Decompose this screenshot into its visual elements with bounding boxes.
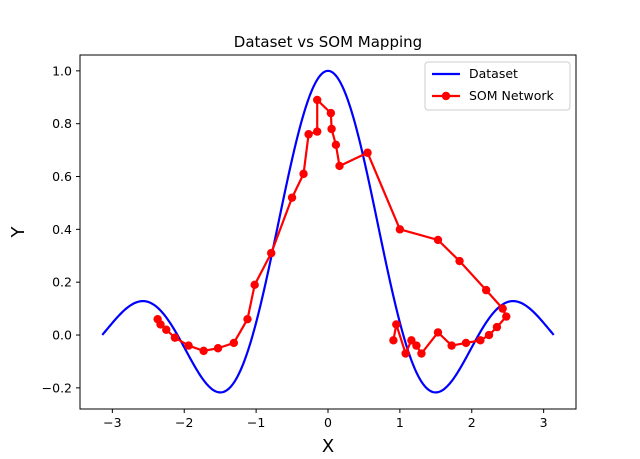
- som-point: [313, 95, 322, 105]
- x-tick-label: −1: [247, 415, 265, 430]
- som-point: [492, 322, 502, 332]
- som-point: [213, 344, 223, 353]
- legend-box: [424, 61, 571, 111]
- som-point: [461, 338, 471, 348]
- y-tick-label: 0.4: [52, 222, 72, 237]
- som-point: [395, 225, 405, 234]
- som-point: [401, 349, 410, 358]
- chart-title: Dataset vs SOM Mapping: [234, 33, 422, 51]
- legend-som-marker: [441, 91, 451, 101]
- y-tick-label: 1.0: [52, 63, 72, 78]
- x-tick-label: 1: [396, 415, 404, 430]
- som-point: [484, 330, 494, 340]
- som-point: [243, 314, 252, 324]
- som-point: [412, 341, 421, 350]
- som-point: [299, 169, 308, 179]
- som-point: [481, 285, 491, 295]
- som-point: [156, 320, 165, 329]
- som-point: [389, 336, 398, 345]
- som-point: [162, 325, 171, 334]
- y-tick-label: 0.6: [52, 169, 72, 184]
- som-point: [335, 161, 344, 171]
- som-point: [304, 130, 313, 139]
- som-point: [417, 349, 426, 358]
- y-tick-label: 0.2: [52, 275, 72, 290]
- x-tick-label: 0: [324, 415, 332, 430]
- som-point: [313, 127, 322, 136]
- legend-som-label: SOM Network: [469, 88, 554, 103]
- som-point: [184, 341, 193, 350]
- series-layer: [101, 69, 555, 394]
- ticks-layer: −3 −2 −1 0 1 2 3 −0.2 0.0 0.2 0.4 0.6 0.8 1.0: [42, 63, 548, 430]
- x-tick-label: −2: [175, 415, 193, 430]
- som-point: [327, 124, 336, 134]
- som-point: [331, 140, 341, 150]
- x-tick-label: 3: [540, 415, 548, 430]
- som-point: [229, 338, 239, 348]
- x-tick-label: −3: [103, 415, 121, 430]
- y-tick-label: 0.0: [52, 328, 72, 343]
- x-axis-label: X: [322, 436, 334, 457]
- som-point: [502, 312, 511, 321]
- som-point: [392, 320, 401, 329]
- som-point: [407, 336, 416, 345]
- som-point: [433, 328, 443, 337]
- som-point: [476, 336, 485, 345]
- som-point: [447, 341, 456, 350]
- som-point: [455, 256, 464, 266]
- legend: Dataset SOM Network: [424, 61, 571, 111]
- legend-dataset-label: Dataset: [469, 66, 518, 81]
- som-point: [363, 148, 372, 157]
- som-point: [267, 248, 276, 258]
- som-point: [433, 235, 443, 245]
- som-point: [498, 304, 507, 313]
- y-tick-label: −0.2: [42, 380, 72, 395]
- som-point: [199, 346, 208, 356]
- som-point: [250, 280, 259, 290]
- som-point: [287, 193, 297, 202]
- y-axis-label: Y: [8, 226, 29, 239]
- som-point: [326, 108, 336, 118]
- x-tick-label: 2: [468, 415, 476, 430]
- som-point: [170, 333, 180, 342]
- y-tick-label: 0.8: [52, 116, 72, 131]
